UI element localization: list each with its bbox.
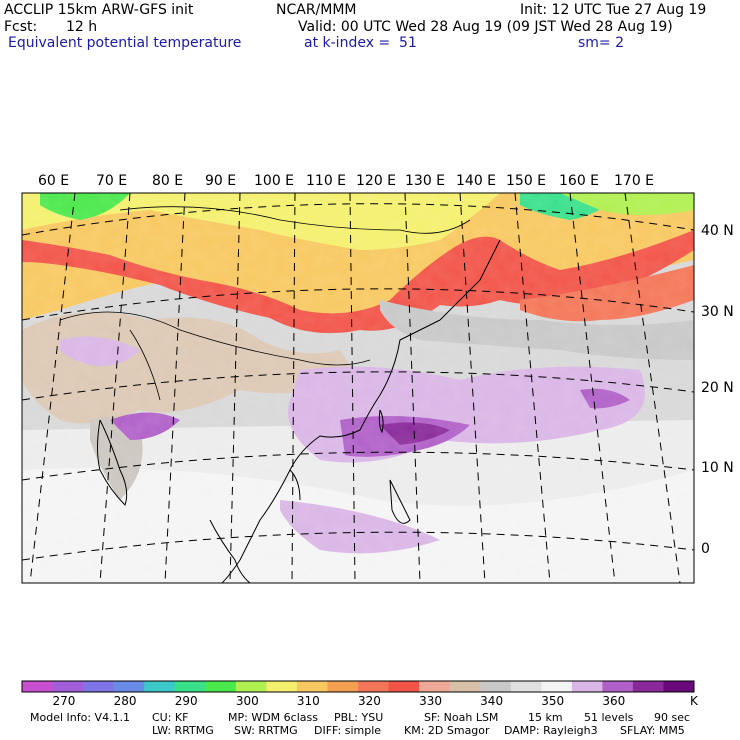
colorbar-swatch — [449, 681, 481, 692]
country-borders — [59, 206, 471, 401]
longitude-label: 70 E — [96, 173, 127, 189]
longitude-label: 150 E — [506, 173, 546, 189]
longitude-label: 80 E — [152, 173, 183, 189]
forecast-label: Fcst: — [4, 19, 38, 35]
sw-scheme: SW: RRTMG — [234, 724, 298, 737]
longitude-label: 170 E — [614, 173, 654, 189]
colorbar-swatch — [663, 681, 695, 692]
latitude-labels: 40 N 30 N 20 N 10 N 0 — [701, 223, 734, 557]
colorbar-tick-label: 320 — [358, 694, 381, 708]
coastlines — [97, 239, 501, 583]
colorbar-swatch — [541, 681, 573, 692]
longitude-label: 130 E — [405, 173, 445, 189]
levels: 51 levels — [584, 711, 634, 724]
longitude-label: 60 E — [38, 173, 69, 189]
longitude-label: 140 E — [456, 173, 496, 189]
colorbar-unit: K — [690, 694, 699, 708]
field-name: Equivalent potential temperature — [8, 35, 242, 51]
longitude-labels: 60 E 70 E 80 E 90 E 100 E 110 E 120 E 130 E 140 … — [38, 173, 654, 189]
timestep: 90 sec — [654, 711, 691, 724]
valid-time: Valid: 00 UTC Wed 28 Aug 19 (09 JST Wed … — [298, 19, 673, 35]
colorbar-swatch — [83, 681, 115, 692]
colorbar-swatch — [235, 681, 267, 692]
colorbar-swatch — [266, 681, 298, 692]
colorbar-tick-label: 360 — [602, 694, 625, 708]
colorbar-tick-label: 290 — [175, 694, 198, 708]
colorbar-swatch — [419, 681, 451, 692]
colorbar-tick-label: 350 — [541, 694, 564, 708]
colorbar-swatch — [144, 681, 176, 692]
colorbar-swatch — [296, 681, 328, 692]
org-label: NCAR/MMM — [276, 2, 357, 18]
colorbar-tick-label: 330 — [419, 694, 442, 708]
longitude-label: 100 E — [254, 173, 294, 189]
theta-e-field — [22, 193, 694, 583]
diff-scheme: DIFF: simple — [314, 724, 382, 737]
longitude-label: 110 E — [306, 173, 346, 189]
colorbar-tick-label: 270 — [53, 694, 76, 708]
model-title: ACCLIP 15km ARW-GFS init — [4, 2, 194, 18]
sf-scheme: SF: Noah LSM — [424, 711, 499, 724]
model-info: Model Info: V4.1.1 — [30, 711, 131, 724]
latitude-label: 30 N — [701, 304, 734, 320]
smoothing-label: sm= 2 — [578, 35, 625, 51]
colorbar-tick-label: 310 — [297, 694, 320, 708]
colorbar-labels: 270 280 290 300 310 320 330 340 350 360 K — [53, 694, 699, 708]
damp-scheme: DAMP: Rayleigh3 — [504, 724, 598, 737]
colorbar-swatch — [480, 681, 512, 692]
colorbar-swatch — [205, 681, 237, 692]
latitude-label: 0 — [701, 541, 710, 557]
colorbar-swatch — [632, 681, 664, 692]
pbl-scheme: PBL: YSU — [334, 711, 384, 724]
colorbar-tick-label: 340 — [480, 694, 503, 708]
colorbar-swatch — [22, 681, 54, 692]
colorbar — [21, 680, 695, 693]
colorbar-swatch — [602, 681, 634, 692]
colorbar-tick-label: 280 — [114, 694, 137, 708]
latitude-label: 20 N — [701, 380, 734, 396]
colorbar-swatch — [571, 681, 603, 692]
colorbar-swatch — [327, 681, 359, 692]
colorbar-swatch — [388, 681, 420, 692]
cu-scheme: CU: KF — [152, 711, 189, 724]
colorbar-frame — [21, 680, 695, 693]
longitude-label: 120 E — [356, 173, 396, 189]
colorbar-swatch — [52, 681, 84, 692]
map-frame — [21, 192, 695, 584]
colorbar-swatch — [510, 681, 542, 692]
colorbar-swatch — [113, 681, 145, 692]
forecast-hour: 12 h — [66, 19, 98, 35]
colorbar-tick-label: 300 — [236, 694, 259, 708]
colorbar-swatch — [174, 681, 206, 692]
latitude-label: 10 N — [701, 460, 734, 476]
mp-scheme: MP: WDM 6class — [228, 711, 318, 724]
latitude-label: 40 N — [701, 223, 734, 239]
lw-scheme: LW: RRTMG — [152, 724, 214, 737]
graticule — [22, 193, 694, 583]
sflay-scheme: SFLAY: MM5 — [620, 724, 685, 737]
longitude-label: 160 E — [559, 173, 599, 189]
longitude-label: 90 E — [205, 173, 236, 189]
resolution: 15 km — [528, 711, 563, 724]
colorbar-swatch — [358, 681, 390, 692]
init-time: Init: 12 UTC Tue 27 Aug 19 — [520, 2, 707, 18]
level-label: at k-index = 51 — [304, 35, 417, 51]
km-scheme: KM: 2D Smagor — [404, 724, 490, 737]
